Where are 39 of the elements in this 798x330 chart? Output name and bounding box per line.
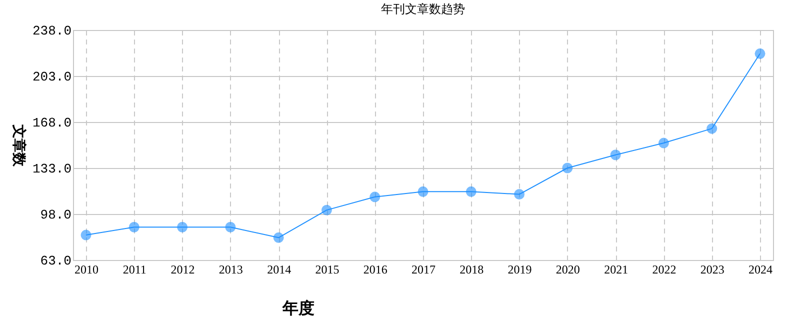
y-tick-label: 238.0 [32, 24, 72, 38]
x-tick-label: 2022 [652, 262, 676, 276]
point [610, 150, 621, 160]
x-tick-label: 2016 [363, 262, 388, 276]
x-tick-label: 2013 [218, 262, 243, 276]
point [706, 123, 718, 134]
y-tick-label: 98.0 [40, 208, 72, 222]
x-tick-label: 2014 [267, 262, 292, 276]
point [562, 162, 573, 174]
y-tick-label: 168.0 [32, 116, 72, 130]
point [658, 138, 669, 148]
x-tick-label: 2018 [460, 262, 484, 276]
point [514, 189, 525, 200]
y-tick-label: 63.0 [40, 254, 72, 268]
x-tick-label: 2019 [508, 262, 532, 276]
point [418, 186, 428, 197]
x-axis-title: 年度 [282, 298, 314, 318]
point [370, 192, 380, 202]
x-tick-label: 2015 [315, 262, 340, 276]
x-tick-label: 2021 [604, 262, 628, 276]
x-tick-label: 2011 [122, 262, 146, 276]
x-tick-label: 2023 [700, 262, 724, 276]
point [754, 48, 766, 59]
y-axis-title: 文章数 [10, 124, 28, 168]
x-tick-label: 2024 [748, 262, 772, 276]
x-tick-label: 2010 [74, 262, 98, 276]
point [177, 222, 188, 232]
point [321, 204, 332, 216]
chart-title: 年刊文章数趋势 [381, 2, 465, 16]
point [466, 186, 476, 197]
point [273, 232, 284, 243]
x-tick-label: 2012 [170, 262, 195, 276]
y-tick-label: 133.0 [32, 162, 72, 176]
x-tick-label: 2020 [556, 262, 580, 276]
point [225, 222, 236, 232]
point [128, 222, 140, 232]
x-tick-label: 2017 [412, 262, 436, 276]
point [80, 230, 92, 240]
y-tick-label: 203.0 [32, 70, 72, 84]
